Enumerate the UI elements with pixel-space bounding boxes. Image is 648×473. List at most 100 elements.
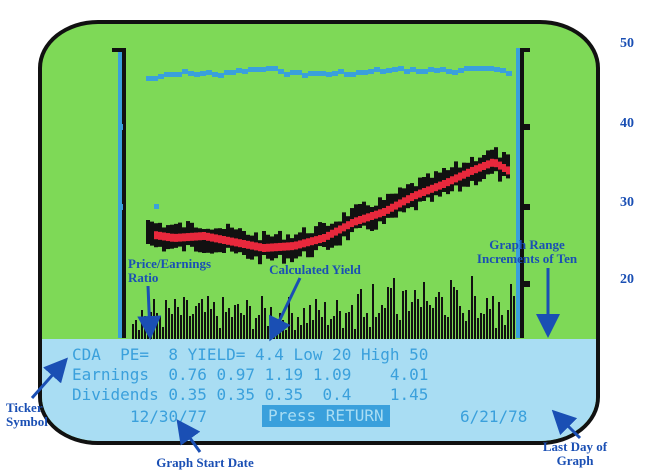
volume-bar [210, 309, 212, 339]
price-average-segment [298, 240, 302, 249]
volume-bar [231, 317, 233, 339]
volume-bar [318, 310, 320, 339]
volume-bar [288, 297, 290, 339]
start-date: 12/30/77 [130, 407, 208, 426]
price-range-tick [226, 223, 230, 248]
volume-bar [432, 308, 434, 339]
price-average-segment [502, 164, 506, 172]
price-average-segment [418, 189, 422, 198]
volume-bar [198, 303, 200, 339]
price-average-segment [478, 163, 482, 172]
price-average-segment [406, 195, 410, 204]
yield-segment [338, 69, 344, 74]
price-average-segment [294, 241, 298, 250]
price-average-segment [390, 203, 394, 212]
volume-bar [315, 299, 317, 339]
volume-bar [150, 312, 152, 339]
price-average-segment [218, 235, 222, 244]
volume-bar [396, 314, 398, 339]
volume-bar [498, 302, 500, 339]
volume-bar [225, 312, 227, 339]
volume-bar [375, 317, 377, 339]
volume-bar [165, 300, 167, 339]
yield-segment [272, 66, 278, 71]
volume-bar [207, 296, 209, 339]
volume-bar [279, 313, 281, 339]
annotation-last-day: Last Day of Graph [542, 439, 608, 468]
price-average-segment [414, 191, 418, 200]
price-average-segment [334, 227, 338, 236]
volume-bar [309, 305, 311, 339]
volume-bar [345, 313, 347, 339]
left-range-bar [118, 48, 125, 338]
press-return-button[interactable]: Press RETURN [262, 405, 390, 427]
yield-segment [380, 69, 386, 74]
yield-segment [218, 73, 224, 78]
price-range-tick [362, 201, 366, 226]
volume-bar [393, 278, 395, 339]
volume-bar [426, 301, 428, 339]
price-average-segment [426, 186, 430, 195]
yield-segment [194, 72, 200, 77]
volume-bar [153, 299, 155, 339]
price-average-segment [438, 181, 442, 190]
price-average-segment [382, 208, 386, 216]
volume-bar [456, 290, 458, 339]
price-average-segment [506, 166, 510, 175]
yield-segment [494, 67, 500, 72]
volume-bar [411, 302, 413, 339]
yield-segment [284, 72, 290, 77]
volume-bar [336, 300, 338, 339]
scale-label-30: 30 [620, 195, 634, 210]
volume-bar [417, 299, 419, 339]
text-panel: CDA PE= 8 YIELD= 4.4 Low 20 High 50 Earn… [42, 339, 596, 441]
price-range-tick [426, 173, 430, 198]
price-average-segment [194, 232, 198, 241]
volume-bar [159, 316, 161, 339]
volume-bar [402, 291, 404, 339]
price-range-tick [146, 220, 150, 244]
volume-bar [363, 317, 365, 339]
price-average-segment [226, 236, 230, 245]
yield-segment [500, 68, 506, 73]
volume-bar [195, 306, 197, 339]
volume-bar [186, 300, 188, 339]
volume-bar [132, 324, 134, 339]
yield-segment [296, 70, 302, 75]
volume-bar [420, 307, 422, 339]
price-average-segment [470, 166, 474, 175]
price-average-segment [214, 234, 218, 243]
volume-bar [291, 313, 293, 339]
price-average-segment [154, 231, 158, 240]
price-average-segment [410, 193, 414, 202]
yield-segment [452, 70, 458, 75]
annotation-pe-ratio: Price/Earnings Ratio [128, 256, 212, 285]
volume-bar [459, 306, 461, 339]
volume-bar [399, 320, 401, 339]
yield-segment [392, 67, 398, 72]
yield-segment [506, 71, 512, 76]
yield-segment [302, 73, 308, 78]
yield-segment [434, 68, 440, 73]
volume-bar [486, 298, 488, 339]
volume-bar [228, 308, 230, 339]
price-average-segment [246, 240, 250, 249]
volume-bar [297, 317, 299, 339]
yield-segment [242, 69, 248, 74]
volume-bar [423, 282, 425, 339]
volume-bar [156, 313, 158, 339]
price-average-segment [326, 231, 330, 240]
yield-segment [458, 68, 464, 73]
price-average-segment [166, 233, 170, 242]
yield-segment [428, 67, 434, 72]
yield-segment [254, 67, 260, 72]
price-average-segment [158, 231, 162, 240]
volume-bar [327, 325, 329, 339]
volume-bar [357, 294, 359, 339]
annotation-graph-start-date: Graph Start Date [156, 455, 254, 470]
volume-bar [273, 325, 275, 339]
price-range-tick [202, 229, 206, 253]
price-average-segment [342, 223, 346, 232]
stock-graph [112, 48, 530, 339]
yield-trace [146, 66, 512, 81]
